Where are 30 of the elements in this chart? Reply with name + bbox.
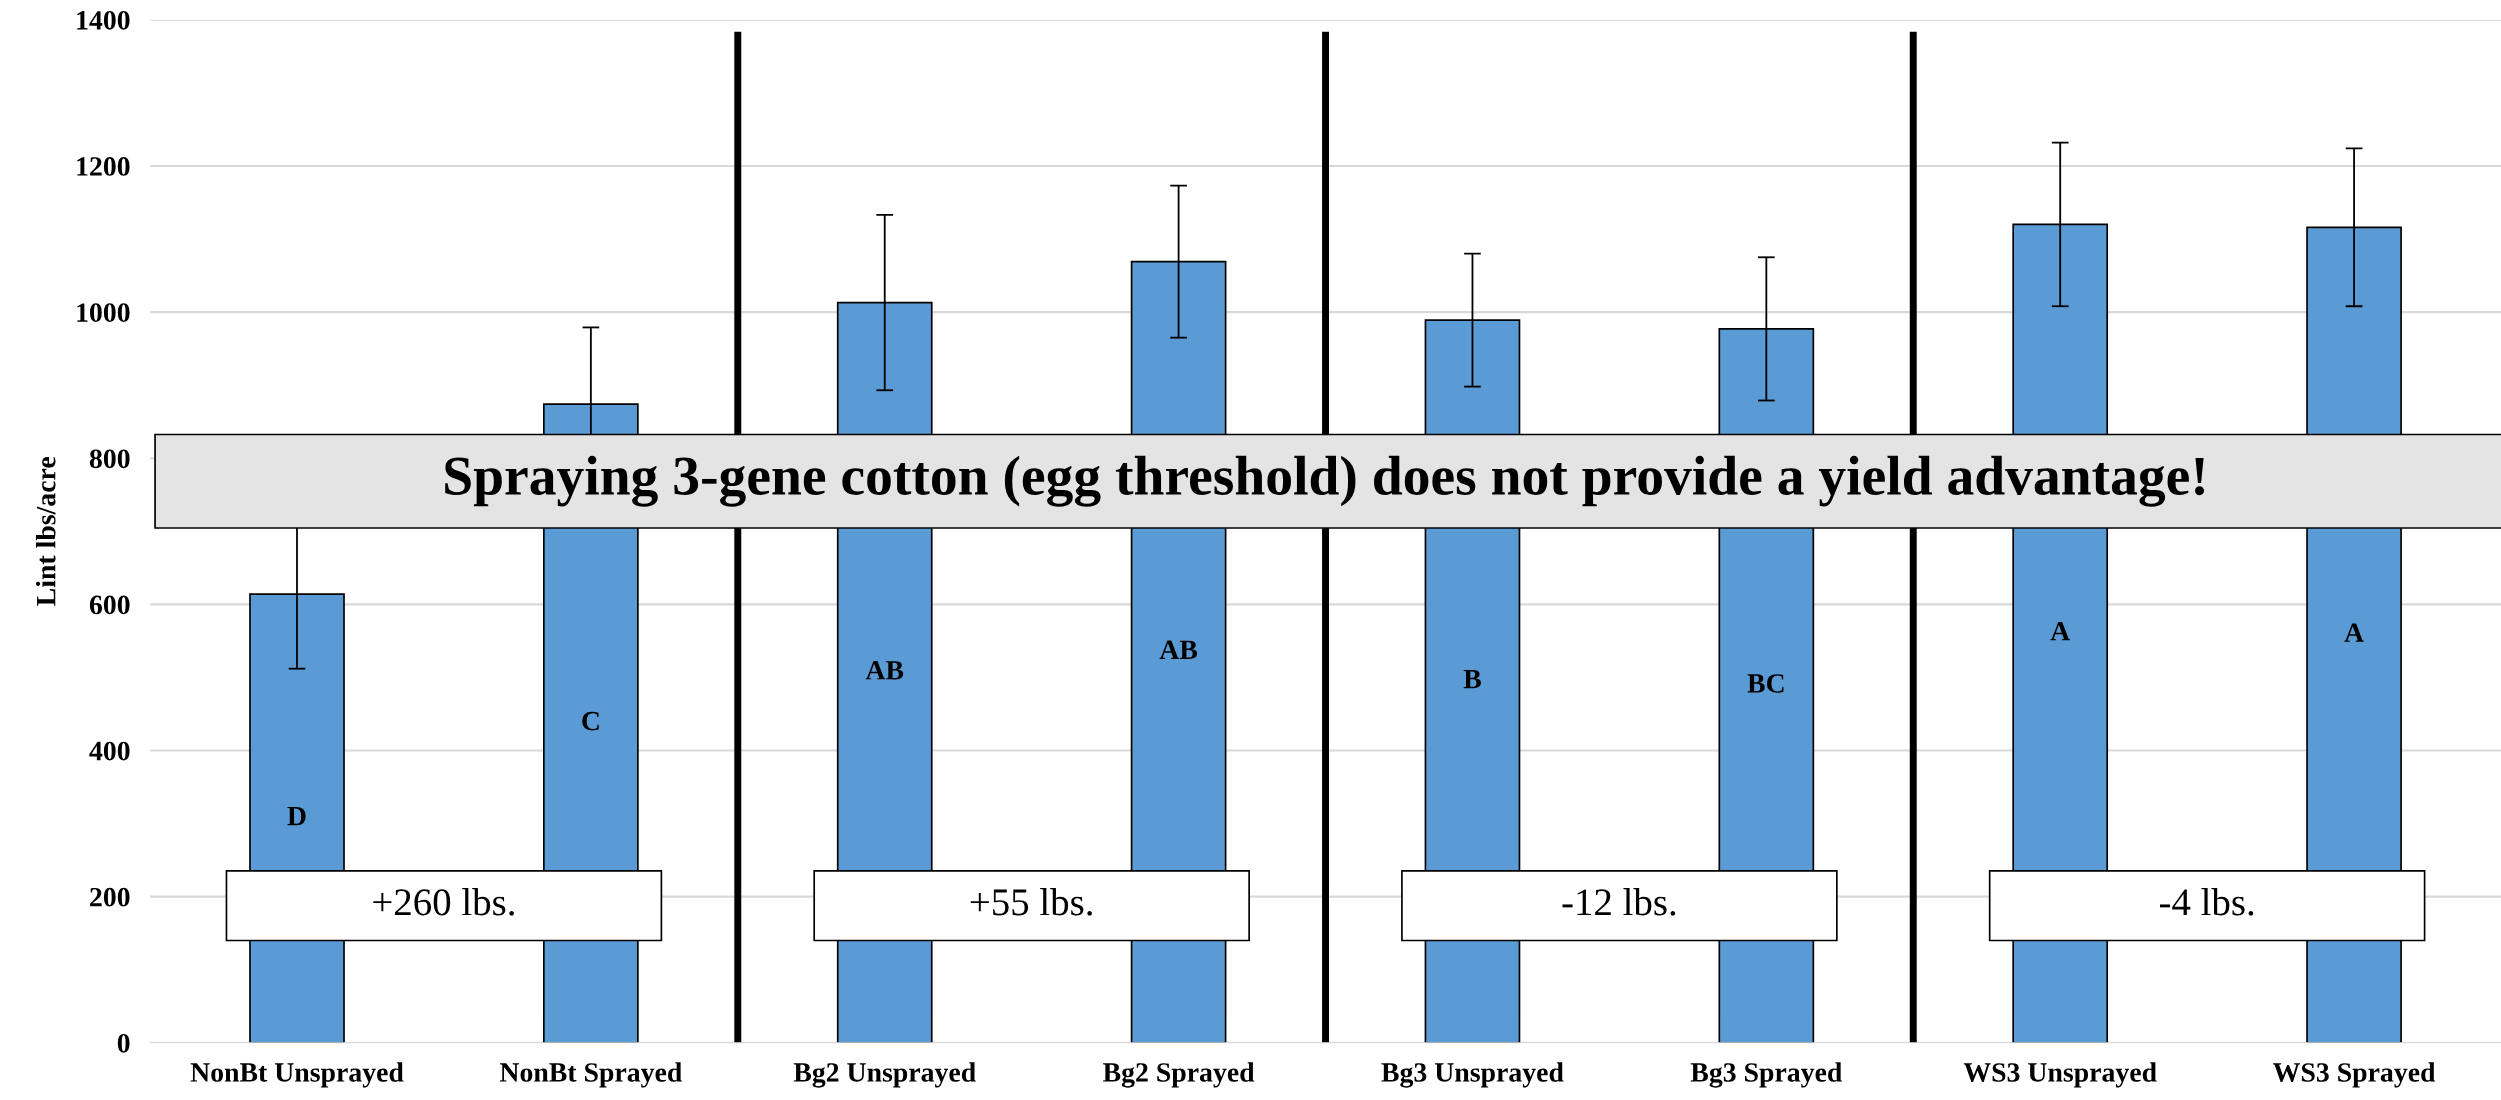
annotation: C [582, 711, 599, 731]
annotation: -4 lbs. [2159, 888, 2254, 916]
y-tick-label: 1000 [77, 303, 130, 322]
y-tick-label: 400 [89, 741, 130, 761]
annotation: A [2050, 621, 2071, 641]
annotation: D [287, 806, 306, 826]
x-tick-label: WS3 Sprayed [2273, 1062, 2436, 1088]
x-tick-label: Bg2 Sprayed [1103, 1062, 1255, 1088]
y-tick-label: 200 [90, 887, 130, 907]
y-tick-label: 1200 [77, 157, 130, 176]
y-tick-label: 600 [89, 595, 130, 615]
annotation: AB [1159, 640, 1198, 659]
y-axis-title: Lint lbs/acre [35, 457, 56, 606]
y-tick-label: 800 [89, 449, 130, 469]
x-tick-label: Bg3 Sprayed [1690, 1062, 1843, 1088]
annotation: AB [865, 661, 904, 680]
x-tick-label: NonBt Unsprayed [190, 1062, 404, 1088]
annotation: A [2344, 623, 2364, 642]
annotation: -12 lbs. [1562, 888, 1676, 916]
annotation: Spraying 3-gene cotton (egg threshold) does not provide a yield advantage! [445, 455, 2205, 507]
x-tick-label: NonBt Sprayed [499, 1062, 682, 1088]
annotation: BC [1747, 674, 1784, 693]
annotation: B [1463, 669, 1481, 689]
x-tick-label: Bg3 Unsprayed [1381, 1062, 1564, 1088]
y-tick-label: 0 [117, 1033, 130, 1053]
x-tick-label: WS3 Unsprayed [1963, 1062, 2157, 1088]
annotation: +55 lbs. [970, 888, 1092, 916]
x-tick-label: Bg2 Unsprayed [793, 1062, 976, 1088]
annotation: +260 lbs. [373, 888, 514, 916]
y-tick-label: 1400 [77, 10, 130, 30]
